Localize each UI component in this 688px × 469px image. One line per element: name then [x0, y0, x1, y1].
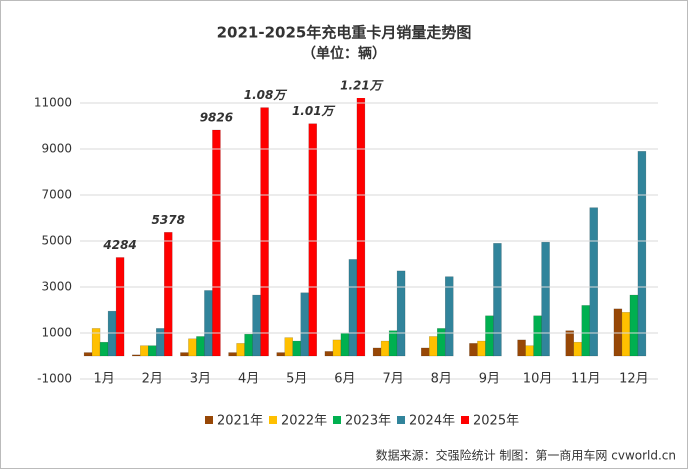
bar — [300, 292, 309, 357]
y-tick-label: 11000 — [34, 96, 72, 110]
bar — [372, 347, 382, 357]
bar — [621, 312, 631, 357]
bar — [324, 351, 334, 357]
x-tick-label: 10月 — [523, 372, 553, 387]
bar — [565, 330, 574, 357]
bar — [469, 343, 478, 357]
data-label: 1.08万 — [244, 88, 288, 102]
bar — [115, 257, 125, 357]
legend-label: 2025年 — [473, 414, 519, 429]
bar — [188, 338, 197, 357]
source: 数据来源：交强险统计 制图：第一商用车网 cvworld.cn — [376, 448, 676, 463]
bar — [107, 310, 117, 357]
data-label: 1.21万 — [340, 79, 384, 93]
legend-label: 2022年 — [281, 414, 327, 429]
bar — [485, 315, 494, 357]
bar — [196, 336, 205, 357]
bar — [396, 270, 406, 357]
bar — [573, 341, 582, 357]
bar — [140, 345, 149, 357]
bar — [83, 352, 93, 357]
bar — [292, 340, 301, 357]
bar — [260, 107, 269, 357]
legend-swatch — [205, 416, 213, 424]
x-tick-label: 12月 — [619, 372, 649, 387]
bar — [421, 347, 430, 357]
x-tick-label: 8月 — [431, 372, 452, 387]
bar — [332, 339, 342, 357]
bar — [517, 339, 526, 357]
bar — [132, 354, 141, 357]
bar — [212, 129, 221, 357]
bar — [429, 336, 438, 357]
data-label: 4284 — [102, 238, 136, 252]
bar — [180, 352, 189, 357]
bar — [477, 340, 486, 357]
bar — [308, 123, 317, 357]
bar — [91, 328, 101, 357]
x-tick-label: 9月 — [479, 372, 500, 387]
x-tick-label: 4月 — [238, 372, 259, 387]
bar — [252, 294, 261, 357]
bar — [244, 333, 253, 357]
x-tick-label: 2月 — [142, 372, 163, 387]
data-label: 9826 — [200, 111, 233, 125]
bar — [99, 341, 109, 357]
bar — [164, 232, 173, 357]
legend-swatch — [461, 416, 469, 424]
bar — [388, 330, 398, 357]
y-tick-label: 5000 — [41, 234, 72, 248]
x-tick-label: 11月 — [571, 372, 601, 387]
legend-label: 2024年 — [409, 414, 455, 429]
bar — [348, 259, 358, 357]
bar — [380, 340, 390, 357]
bar — [589, 207, 598, 357]
bar — [493, 243, 502, 357]
legend-swatch — [333, 416, 341, 424]
bar — [613, 308, 623, 357]
x-tick-label: 7月 — [382, 372, 403, 387]
data-label: 1.01万 — [292, 104, 336, 118]
x-tick-label: 1月 — [93, 372, 114, 387]
bar — [637, 151, 647, 357]
bar — [525, 345, 534, 357]
x-tick-label: 3月 — [190, 372, 211, 387]
bar — [236, 343, 245, 357]
bar — [228, 352, 237, 357]
bar — [445, 276, 454, 357]
legend-swatch — [397, 416, 405, 424]
plot — [83, 98, 647, 357]
legend-label: 2021年 — [217, 414, 263, 429]
bar — [533, 315, 542, 357]
bar — [340, 332, 350, 357]
bar — [204, 290, 213, 357]
bar — [356, 98, 366, 357]
y-tick-label: 7000 — [41, 188, 72, 202]
bar — [629, 294, 639, 357]
legend-label: 2023年 — [345, 414, 391, 429]
bar — [541, 241, 550, 357]
chart-subtitle: （单位：辆） — [302, 45, 386, 62]
data-label: 5378 — [152, 213, 185, 227]
bar — [581, 305, 590, 357]
y-tick-label: 3000 — [41, 280, 72, 294]
x-tick-label: 6月 — [334, 372, 355, 387]
y-tick-label: -1000 — [37, 372, 72, 386]
bar — [284, 337, 293, 357]
legend-swatch — [269, 416, 277, 424]
x-tick-label: 5月 — [286, 372, 307, 387]
bar — [276, 352, 285, 357]
bar — [148, 345, 157, 357]
y-tick-label: 1000 — [41, 326, 72, 340]
chart-title: 2021-2025年充电重卡月销量走势图 — [217, 24, 472, 42]
y-tick-label: 9000 — [41, 142, 72, 156]
